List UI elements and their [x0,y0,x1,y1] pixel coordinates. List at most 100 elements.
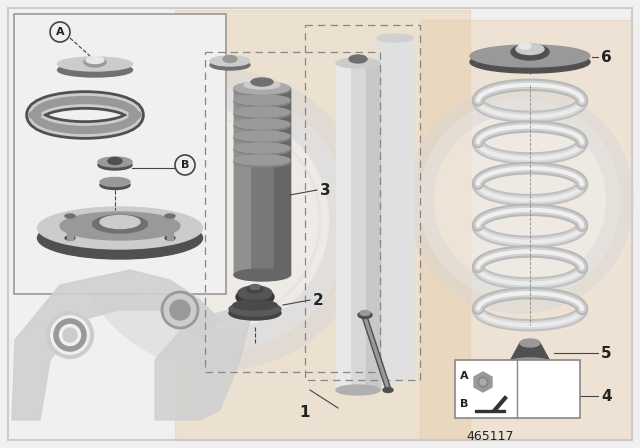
Bar [167,216,173,240]
Polygon shape [12,270,220,420]
Ellipse shape [229,306,281,320]
Ellipse shape [485,392,575,412]
Ellipse shape [485,386,575,406]
Polygon shape [420,20,632,440]
Ellipse shape [508,358,552,368]
Ellipse shape [234,155,290,165]
Ellipse shape [100,215,140,228]
Ellipse shape [358,311,372,319]
Ellipse shape [234,157,290,167]
Ellipse shape [86,56,104,64]
Ellipse shape [250,284,260,289]
Ellipse shape [349,55,367,63]
Text: 5: 5 [601,345,612,361]
Ellipse shape [84,57,106,67]
Ellipse shape [251,78,273,86]
Ellipse shape [234,82,290,94]
Ellipse shape [233,300,277,310]
Ellipse shape [210,56,250,66]
Ellipse shape [234,269,290,281]
Ellipse shape [65,214,75,218]
Polygon shape [274,88,290,275]
Ellipse shape [470,45,590,67]
Text: 465117: 465117 [467,430,514,443]
Circle shape [478,377,488,387]
Ellipse shape [165,236,175,240]
Ellipse shape [519,43,531,49]
Text: B: B [181,160,189,170]
Ellipse shape [210,60,250,70]
Text: 1: 1 [300,405,310,419]
Bar [525,368,535,390]
Text: B: B [460,399,468,409]
Bar [14,14,226,294]
Bar [205,52,380,372]
Circle shape [420,100,620,300]
Ellipse shape [38,217,202,259]
Ellipse shape [336,58,380,68]
Ellipse shape [58,57,132,71]
Ellipse shape [383,388,393,392]
Ellipse shape [377,34,413,42]
Circle shape [162,292,198,328]
Ellipse shape [234,95,290,105]
Ellipse shape [38,207,202,249]
Ellipse shape [508,360,552,370]
Ellipse shape [516,43,544,55]
Circle shape [175,155,195,175]
Bar [67,216,73,240]
Text: 4: 4 [601,388,612,404]
Ellipse shape [234,143,290,153]
Ellipse shape [234,107,290,117]
Ellipse shape [234,83,290,93]
Ellipse shape [58,63,132,77]
Text: A: A [460,371,468,381]
Ellipse shape [470,51,590,73]
Ellipse shape [234,145,290,155]
Ellipse shape [100,181,130,190]
Circle shape [50,22,70,42]
Ellipse shape [523,384,537,392]
Circle shape [63,328,77,342]
Ellipse shape [234,109,290,119]
Ellipse shape [502,388,557,400]
Ellipse shape [100,177,130,186]
Ellipse shape [360,310,370,315]
Circle shape [170,300,190,320]
Ellipse shape [229,302,281,316]
Ellipse shape [336,385,380,395]
Ellipse shape [525,366,535,370]
Polygon shape [336,63,380,390]
Polygon shape [175,10,470,440]
Polygon shape [508,343,552,365]
Polygon shape [493,396,507,412]
Circle shape [48,313,92,357]
Text: 3: 3 [320,182,331,198]
Circle shape [480,379,486,385]
Polygon shape [336,63,350,390]
Ellipse shape [234,133,290,143]
Ellipse shape [65,236,75,240]
Ellipse shape [234,119,290,129]
Polygon shape [234,88,250,275]
Ellipse shape [515,388,545,396]
Polygon shape [366,63,380,390]
Ellipse shape [129,111,141,119]
Ellipse shape [223,56,237,63]
Ellipse shape [234,97,290,107]
Text: A: A [56,27,64,37]
Ellipse shape [60,212,180,240]
Ellipse shape [108,158,122,164]
Ellipse shape [165,214,175,218]
Polygon shape [155,310,250,420]
Ellipse shape [234,131,290,141]
Ellipse shape [234,85,290,95]
Ellipse shape [234,121,290,131]
Circle shape [90,90,350,350]
Ellipse shape [244,81,280,89]
Ellipse shape [98,160,132,170]
Polygon shape [475,410,505,412]
Bar [305,25,420,380]
Ellipse shape [511,44,549,60]
Ellipse shape [238,286,272,300]
